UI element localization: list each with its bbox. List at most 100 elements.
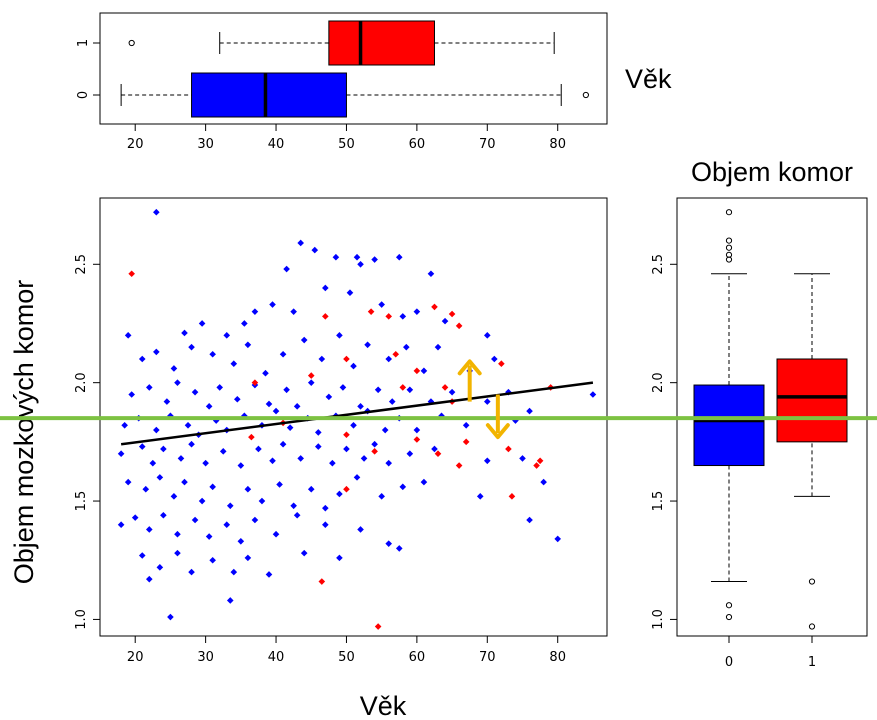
scatter-point-blue [395,545,403,552]
scatter-point-blue [357,403,364,410]
scatter-point-blue [406,450,414,457]
scatter-point-blue [413,426,421,434]
scatter-point-blue [174,530,181,538]
scatter-point-blue [124,478,132,486]
volume-box-1 [776,358,848,443]
volume-boxplot: 0 1 1.0 1.5 2.0 2.5 [651,197,868,670]
scatter-point-blue [589,391,597,398]
age-boxplot-title: Věk [625,64,672,94]
scatter-point-blue [265,571,273,578]
scatter-point-blue [483,398,491,405]
scatter-point-blue [153,208,160,216]
scatter-point-blue [462,421,470,429]
scatter-point-blue [184,421,192,429]
volume-outlier-0 [725,209,733,216]
scatter-point-red [399,384,407,391]
scatter-point-blue [427,270,435,278]
scatter-point-blue [325,393,333,401]
scatter-point-red [343,431,350,439]
scatter-point-blue [153,348,160,356]
age-box-0 [191,72,347,118]
scatter-point-blue [311,246,319,254]
scatter-point-blue [483,332,491,339]
scatter-point-blue [554,535,562,543]
volume-boxplot-title: Objem komor [691,157,853,187]
scatter-point-blue [378,493,385,500]
scatter-point-red [343,355,350,363]
scatter-point-blue [336,490,343,498]
scatter-point-blue [251,516,259,524]
scatter-point-blue [209,350,216,358]
volume-outlier-0 [725,602,733,609]
scatter-point-blue [181,329,188,337]
scatter-point-blue [272,530,280,538]
scatter-point-blue [385,355,393,363]
scatter-plot: 20 30 40 50 60 70 80 1.0 1.5 2.0 2.5 [74,197,608,665]
scatter-point-blue [283,265,290,273]
scatter-x-tick-label: 60 [409,650,426,665]
scatter-point-red [307,372,315,379]
scatter-point-blue [226,502,234,510]
scatter-point-red [128,270,135,278]
scatter-point-blue [307,379,315,386]
scatter-point-blue [269,457,276,465]
scatter-y-tick-label: 1.0 [74,609,89,630]
scatter-point-blue [174,379,181,386]
scatter-point-blue [353,253,361,261]
scatter-point-blue [138,443,146,450]
scatter-point-blue [198,497,206,505]
scatter-point-blue [279,350,287,358]
scatter-point-red [498,360,505,368]
scatter-point-blue [241,320,248,327]
scatter-point-blue [237,462,245,469]
scatter-point-blue [314,429,322,436]
volume-y-tick-label: 1.5 [651,491,666,512]
scatter-point-blue [318,355,326,363]
scatter-point-blue [269,301,276,308]
scatter-point-blue [336,554,343,562]
scatter-point-blue [329,459,336,467]
scatter-point-blue [170,493,178,500]
scatter-point-blue [357,260,364,268]
scatter-point-red [434,450,442,457]
scatter-point-blue [371,440,378,448]
scatter-point-blue [244,554,252,562]
scatter-point-blue [188,343,195,351]
age-box-1 [328,20,435,66]
age-x-tick-label: 70 [479,137,496,152]
scatter-point-blue [448,388,456,396]
scatter-point-blue [374,386,382,394]
scatter-point-blue [121,421,128,429]
scatter-x-tick-label: 80 [549,650,566,665]
scatter-point-blue [198,320,206,327]
scatter-point-blue [255,445,262,453]
scatter-point-blue [251,308,259,315]
volume-box-0 [693,384,765,467]
scatter-point-blue [216,384,224,391]
scatter-point-red [318,578,326,585]
scatter-point-blue [145,526,153,533]
scatter-point-blue [388,398,396,405]
scatter-point-blue [258,497,266,505]
scatter-point-blue [336,332,343,339]
scatter-point-blue [339,384,347,391]
scatter-point-red [251,379,259,386]
scatter-point-blue [350,362,357,370]
scatter-point-blue [413,308,421,315]
scatter-point-blue [265,400,273,408]
regression-line [120,381,594,446]
scatter-point-blue [332,253,340,261]
scatter-point-red [385,313,393,320]
scatter-point-blue [230,360,238,368]
scatter-point-blue [191,516,199,524]
scatter-point-blue [399,313,407,320]
scatter-point-blue [163,398,171,405]
scatter-point-blue [234,395,241,403]
scatter-point-blue [205,403,213,410]
scatter-point-blue [117,521,125,529]
age-outlier-1 [128,39,135,47]
scatter-point-blue [156,474,164,481]
scatter-point-blue [212,417,220,424]
scatter-point-blue [191,388,199,396]
